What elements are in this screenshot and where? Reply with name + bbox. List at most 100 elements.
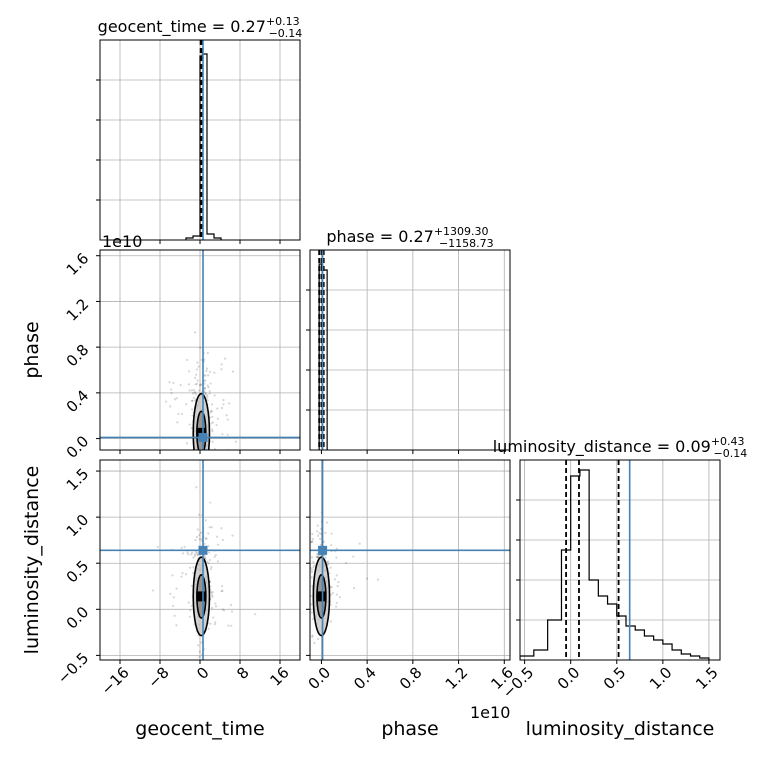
sample-point: [179, 383, 182, 387]
sample-point: [311, 635, 314, 638]
sample-point: [190, 551, 194, 554]
sample-point: [193, 376, 197, 380]
sample-point: [301, 533, 303, 535]
sample-point: [176, 421, 179, 424]
y-tick-label-phase: 1.2: [63, 295, 93, 325]
sample-point: [311, 618, 315, 621]
title-geocent_time: geocent_time = 0.27+0.13 −0.14: [98, 15, 303, 40]
panel-frame: [519, 459, 721, 661]
sample-point: [199, 531, 203, 534]
sample-point: [203, 542, 206, 545]
y-tick-label-luminosity_distance: −0.5: [54, 649, 92, 687]
sample-point: [229, 603, 233, 607]
sample-point: [310, 570, 313, 573]
sample-point: [307, 549, 309, 551]
sample-point: [253, 455, 255, 457]
sample-point: [195, 456, 197, 458]
sample-point: [204, 556, 207, 559]
sample-point: [220, 406, 224, 410]
sample-point: [210, 591, 213, 594]
sample-point: [173, 614, 176, 617]
x-tick-label-geocent_time: 16: [266, 664, 292, 690]
sample-point: [198, 655, 201, 659]
x-tick-label-geocent_time: −16: [98, 664, 133, 699]
sample-point: [315, 555, 318, 559]
sample-point: [231, 370, 235, 373]
x-tick-label-phase: 1.2: [442, 664, 472, 694]
x-tick-label-geocent_time: −8: [144, 664, 172, 692]
sample-point: [208, 551, 211, 554]
sample-point: [319, 537, 322, 541]
sample-point: [209, 622, 212, 625]
sample-point: [216, 543, 220, 546]
sample-point: [310, 611, 313, 614]
sample-point: [207, 545, 210, 548]
sample-point: [200, 383, 203, 386]
sample-point: [316, 555, 319, 558]
sample-point: [307, 584, 309, 586]
sample-point: [210, 594, 214, 597]
sample-point: [329, 620, 333, 623]
sample-point: [188, 389, 191, 392]
y-tick-label-luminosity_distance: 0.5: [63, 557, 93, 587]
sample-point: [203, 390, 206, 394]
sample-point: [213, 371, 216, 374]
sample-point: [222, 609, 226, 612]
sample-point: [198, 389, 201, 392]
sample-point: [210, 403, 214, 406]
offset-label-x-phase: 1e10: [470, 703, 510, 722]
sample-point: [335, 547, 338, 550]
sample-point: [207, 562, 210, 565]
sample-point: [196, 361, 199, 364]
y-tick-label-phase: 0.8: [63, 341, 93, 371]
sample-point: [226, 433, 229, 436]
sample-point: [189, 609, 192, 612]
y-tick-label-luminosity_distance: 1.0: [63, 511, 93, 541]
sample-point: [216, 407, 219, 410]
sample-point: [221, 589, 224, 593]
sample-point: [208, 526, 211, 529]
sample-point: [190, 584, 194, 588]
sample-point: [180, 546, 183, 550]
sample-point: [206, 560, 209, 563]
x-tick-label-phase: 0.0: [305, 664, 335, 694]
sample-point: [211, 591, 214, 594]
sample-point: [185, 442, 189, 445]
sample-point: [156, 545, 159, 548]
sample-point: [205, 367, 209, 370]
sample-point: [206, 384, 209, 387]
sample-point: [186, 358, 189, 362]
sample-point: [327, 563, 330, 566]
panel-content: [100, 250, 300, 468]
sample-point: [198, 384, 202, 387]
sample-point: [204, 374, 207, 377]
title-luminosity_distance: luminosity_distance = 0.09+0.43 −0.14: [493, 435, 748, 460]
labels-layer: 0.0 0.4 0.8 1.2 1.6 −0.5 0.0 0.5 1.0 1.5 −16 −8 0 8 16…: [21, 15, 747, 740]
sample-point: [194, 393, 198, 396]
sample-point: [221, 433, 224, 436]
truth-marker: [198, 432, 208, 442]
sample-point: [203, 382, 206, 385]
sample-point: [203, 455, 205, 457]
sample-point: [192, 455, 194, 457]
sample-point: [193, 396, 196, 400]
x-tick-label-phase: 0.4: [350, 664, 380, 694]
sample-point: [352, 555, 355, 558]
sample-point: [193, 399, 197, 402]
sample-point: [226, 418, 229, 421]
sample-point: [194, 391, 197, 394]
sample-point: [323, 554, 326, 557]
sample-point: [186, 551, 189, 554]
sample-point: [210, 565, 213, 569]
sample-point: [195, 486, 198, 489]
sample-point: [190, 408, 194, 411]
sample-point: [192, 466, 194, 468]
title-phase: phase = 0.27+1309.30 −1158.73: [326, 225, 493, 250]
sample-point: [194, 454, 196, 456]
sample-point: [317, 637, 320, 641]
sample-point: [301, 576, 303, 578]
sample-point: [193, 553, 197, 556]
sample-point: [310, 576, 313, 579]
sample-point: [212, 616, 215, 619]
